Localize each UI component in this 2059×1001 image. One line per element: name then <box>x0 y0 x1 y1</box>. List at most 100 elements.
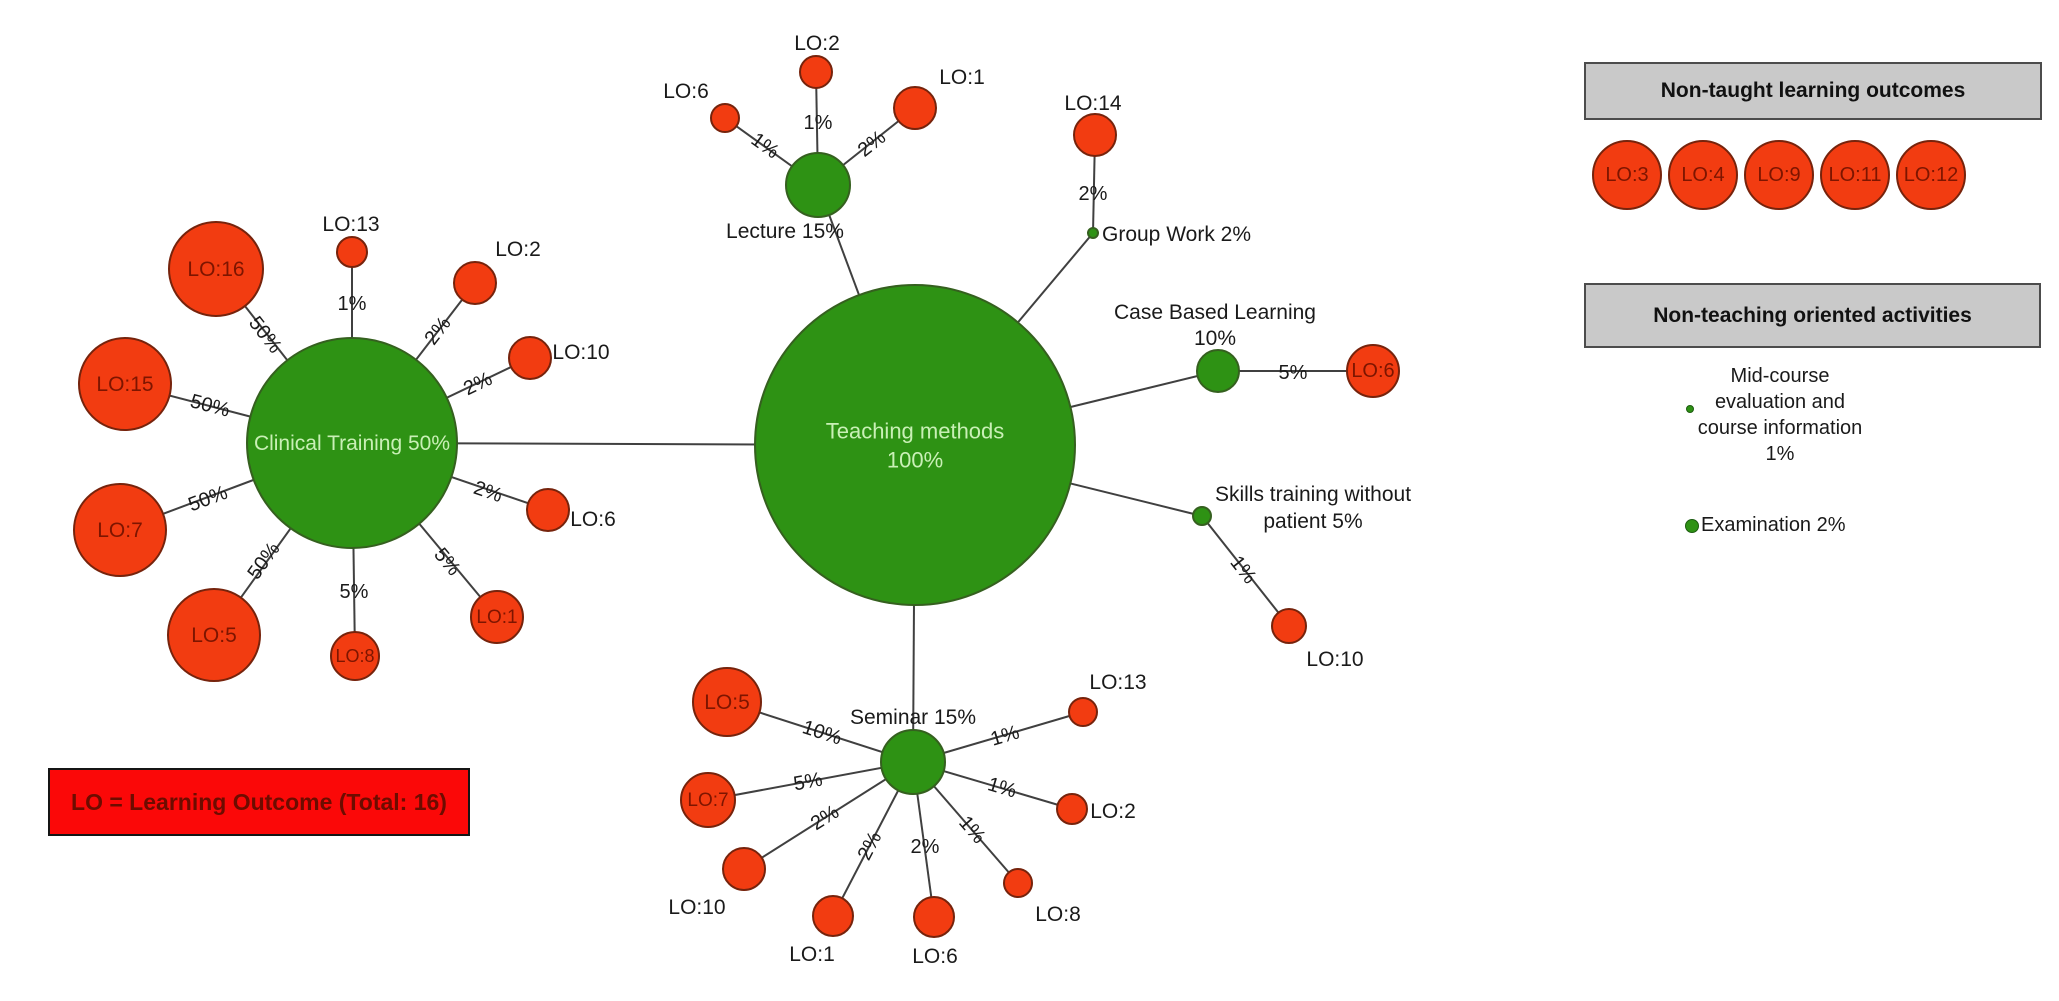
node-label-cl_lo8: LO:8 <box>335 646 374 666</box>
node-label-lec_lo2: LO:2 <box>794 32 840 55</box>
node-label-cl_lo16: LO:16 <box>187 258 244 281</box>
node-label-cl_lo5: LO:5 <box>191 624 237 647</box>
edge-label-seminar-sem_lo7: 5% <box>792 769 825 796</box>
node-lec_lo2 <box>799 55 833 89</box>
node-cl_lo10 <box>508 336 552 380</box>
non-taught-label-2: LO:4 <box>1681 164 1724 186</box>
non-taught-label-3: LO:9 <box>1757 164 1800 186</box>
node-label-cbl_lo6: LO:6 <box>1351 360 1394 382</box>
edge-label-clinical-cl_lo8: 5% <box>340 581 369 603</box>
edge-label-groupwork-gw_lo14: 2% <box>1079 183 1108 205</box>
node-label-cl_lo2: LO:2 <box>495 238 541 261</box>
node-sem_lo13 <box>1068 697 1098 727</box>
edge-label-clinical-cl_lo15: 50% <box>188 390 232 421</box>
node-lec_lo6 <box>710 103 740 133</box>
node-label-sem_lo10: LO:10 <box>668 896 725 919</box>
edge-label-lecture-lec_lo2: 1% <box>804 112 833 134</box>
node-label-skills: Skills training without patient 5% <box>1215 483 1411 533</box>
node-cl_lo1 <box>470 590 524 644</box>
node-clinical <box>246 337 458 549</box>
node-sem_lo7 <box>680 772 736 828</box>
edge-label-seminar-sem_lo6: 2% <box>911 836 940 858</box>
edge-label-seminar-sem_lo1: 2% <box>854 828 887 864</box>
node-cl_lo15 <box>78 337 172 431</box>
edge-label-seminar-sem_lo8: 1% <box>954 812 990 848</box>
edge-label-clinical-cl_lo10: 2% <box>460 368 496 400</box>
edge-label-clinical-cl_lo7: 50% <box>185 482 230 517</box>
node-sem_lo1 <box>812 895 854 937</box>
node-label-lec_lo1: LO:1 <box>939 66 985 89</box>
node-cbl_lo6 <box>1346 344 1400 398</box>
node-label-sem_lo1: LO:1 <box>789 943 835 966</box>
node-cl_lo5 <box>167 588 261 682</box>
mid-course-line-3: course information <box>1697 417 1863 439</box>
node-label-cl_lo13: LO:13 <box>322 213 379 236</box>
non-taught-node-4 <box>1820 140 1890 210</box>
edge-skills-sk_lo10 <box>1201 515 1290 627</box>
node-label-sem_lo7: LO:7 <box>687 790 728 811</box>
node-cl_lo6 <box>526 488 570 532</box>
non-teaching-activities-header: Non-teaching oriented activities <box>1584 283 2041 348</box>
node-sem_lo10 <box>722 847 766 891</box>
edge-seminar-sem_lo7 <box>707 761 914 801</box>
non-taught-label-1: LO:3 <box>1605 164 1648 186</box>
node-label-sem_lo5: LO:5 <box>704 691 750 714</box>
examination-activity: Examination 2% <box>1701 514 1846 536</box>
node-label-sem_lo6: LO:6 <box>912 945 958 968</box>
legend-box: LO = Learning Outcome (Total: 16) <box>48 768 470 836</box>
node-label-sk_lo10: LO:10 <box>1306 648 1363 671</box>
edge-seminar-sem_lo10 <box>743 761 914 870</box>
node-gw_lo14 <box>1073 113 1117 157</box>
edge-label-seminar-sem_lo2: 1% <box>985 773 1019 802</box>
node-label-cl_lo15: LO:15 <box>96 373 153 396</box>
node-cl_lo8 <box>330 631 380 681</box>
node-cbl <box>1196 349 1240 393</box>
node-sem_lo5 <box>692 667 762 737</box>
mid-course-line-1: Mid-course <box>1730 365 1830 387</box>
edge-label-cbl-cbl_lo6: 5% <box>1279 362 1308 384</box>
non-taught-node-2 <box>1668 140 1738 210</box>
node-label-lec_lo6: LO:6 <box>663 80 709 103</box>
node-label-cl_lo7: LO:7 <box>97 519 143 542</box>
edge-label-clinical-cl_lo1: 5% <box>429 544 465 580</box>
node-label-sem_lo13: LO:13 <box>1089 671 1146 694</box>
non-taught-node-1 <box>1592 140 1662 210</box>
node-label-clinical: Clinical Training 50% <box>254 432 450 455</box>
edge-label-seminar-sem_lo10: 2% <box>807 801 843 835</box>
node-label-cl_lo6: LO:6 <box>570 508 616 531</box>
node-sem_lo8 <box>1003 868 1033 898</box>
node-label-sem_lo8: LO:8 <box>1035 903 1081 926</box>
mid-course-dot-icon <box>1686 405 1694 413</box>
node-label-teaching: Teaching methods 100% <box>826 418 1005 472</box>
non-taught-node-3 <box>1744 140 1814 210</box>
node-cl_lo13 <box>336 236 368 268</box>
node-label-groupwork: Group Work 2% <box>1102 223 1251 246</box>
edge-label-clinical-cl_lo13: 1% <box>338 293 367 315</box>
non-taught-label-4: LO:11 <box>1829 164 1882 186</box>
edge-label-seminar-sem_lo13: 1% <box>988 721 1022 750</box>
node-label-cl_lo1: LO:1 <box>476 607 517 628</box>
node-groupwork <box>1087 227 1099 239</box>
node-seminar <box>880 729 946 795</box>
node-label-cl_lo10: LO:10 <box>552 341 609 364</box>
node-cl_lo2 <box>453 261 497 305</box>
node-label-cbl: Case Based Learning 10% <box>1114 301 1316 350</box>
node-label-lecture: Lecture 15% <box>726 220 844 243</box>
mid-course-activity: Mid-course evaluation and course informa… <box>1640 363 1920 467</box>
mid-course-line-4: 1% <box>1765 443 1795 465</box>
node-sem_lo6 <box>913 896 955 938</box>
node-label-gw_lo14: LO:14 <box>1064 92 1122 115</box>
node-lec_lo1 <box>893 86 937 130</box>
node-sem_lo2 <box>1056 793 1088 825</box>
node-skills <box>1192 506 1212 526</box>
non-taught-node-5 <box>1896 140 1966 210</box>
edge-label-clinical-cl_lo6: 2% <box>471 477 506 507</box>
node-label-sem_lo2: LO:2 <box>1090 800 1136 823</box>
non-taught-outcomes-header: Non-taught learning outcomes <box>1584 62 2042 120</box>
node-label-seminar: Seminar 15% <box>850 706 976 729</box>
mid-course-line-2: evaluation and <box>1714 391 1846 413</box>
node-lecture <box>785 152 851 218</box>
node-cl_lo16 <box>168 221 264 317</box>
